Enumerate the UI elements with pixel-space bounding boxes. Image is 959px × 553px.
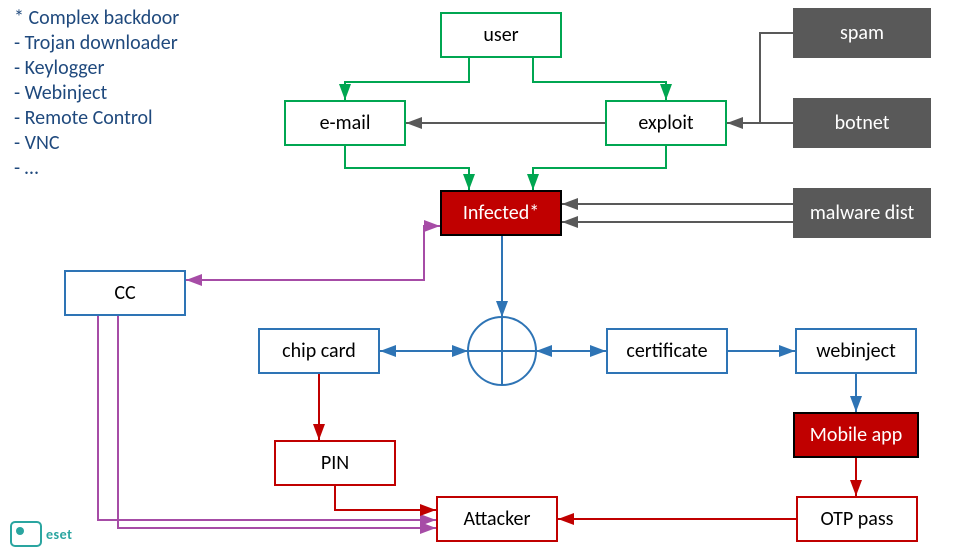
node-cc: CC	[64, 270, 186, 316]
node-spam: spam	[793, 8, 931, 58]
node-infected: Infected*	[440, 190, 562, 236]
eset-logo: eset	[10, 521, 90, 547]
node-certificate: certificate	[606, 328, 728, 374]
bullet-item: - Keylogger	[14, 56, 179, 81]
edge-pin-attacker	[335, 486, 436, 510]
eset-logo-icon	[10, 521, 42, 547]
node-pin: PIN	[274, 440, 396, 486]
edge-user-exploit	[533, 58, 666, 100]
bullet-item: - Trojan downloader	[14, 31, 179, 56]
bullet-item: * Complex backdoor	[14, 6, 179, 31]
node-email: e-mail	[284, 100, 406, 146]
node-otppass: OTP pass	[796, 496, 918, 542]
node-user: user	[440, 12, 562, 58]
bullet-item: - Remote Control	[14, 106, 179, 131]
node-attacker: Attacker	[436, 496, 558, 542]
eset-logo-text: eset	[46, 526, 72, 543]
edge-email-infected	[345, 146, 469, 190]
bullet-item: - VNC	[14, 131, 179, 156]
bullet-item: - …	[14, 156, 179, 181]
edge-cc-infected	[186, 226, 440, 280]
edge-user-email	[345, 58, 469, 100]
node-malwaredist: malware dist	[793, 188, 931, 238]
node-chipcard: chip card	[258, 328, 380, 374]
node-webinject: webinject	[795, 328, 917, 374]
node-botnet: botnet	[793, 98, 931, 148]
edge-exploit-infected	[533, 146, 666, 190]
node-mobileapp: Mobile app	[793, 412, 919, 458]
node-exploit: exploit	[605, 100, 727, 146]
bullet-list: * Complex backdoor - Trojan downloader -…	[14, 6, 179, 181]
bullet-item: - Webinject	[14, 81, 179, 106]
